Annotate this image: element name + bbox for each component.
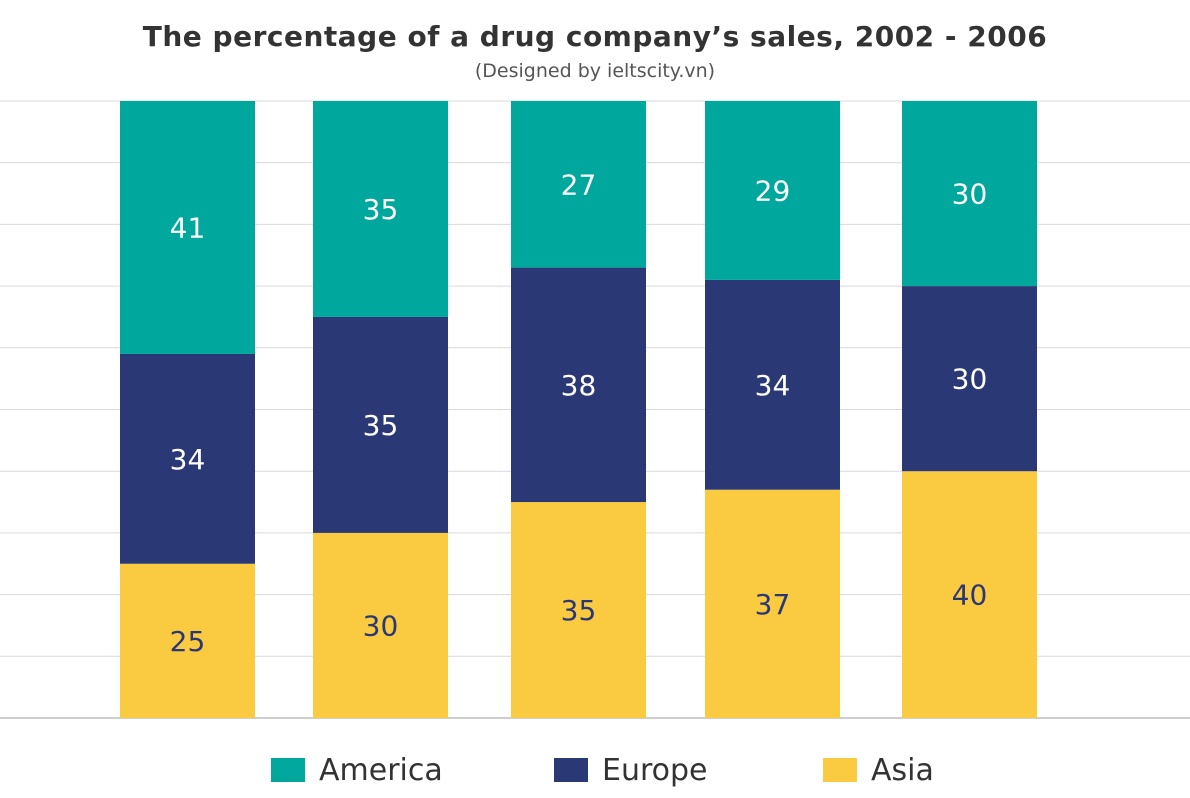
chart-title: The percentage of a drug company’s sales… xyxy=(142,20,1048,53)
data-label: 41 xyxy=(170,211,206,244)
legend-swatch-europe xyxy=(554,758,588,782)
data-label: 35 xyxy=(363,409,399,442)
bar-segment-asia xyxy=(313,532,448,718)
data-label: 40 xyxy=(952,579,988,612)
bar-segment-america xyxy=(902,101,1037,287)
bar-segment-america xyxy=(511,101,646,268)
data-label: 37 xyxy=(755,588,791,621)
data-label: 27 xyxy=(561,168,597,201)
data-label: 34 xyxy=(170,443,206,476)
legend-item-asia: Asia xyxy=(823,748,934,792)
bar-segment-america xyxy=(313,101,448,317)
legend-item-america: America xyxy=(271,748,443,792)
chart-subtitle: (Designed by ieltscity.vn) xyxy=(474,60,716,82)
data-label: 38 xyxy=(561,369,597,402)
bar-segment-europe xyxy=(313,316,448,533)
bar-segment-europe xyxy=(902,286,1037,472)
bar-segment-america xyxy=(705,101,840,280)
data-label: 30 xyxy=(952,363,988,396)
data-label: 30 xyxy=(952,178,988,211)
data-label: 35 xyxy=(363,193,399,226)
data-label: 35 xyxy=(561,594,597,627)
bar-segment-asia xyxy=(705,489,840,718)
legend-swatch-america xyxy=(271,758,305,782)
legend-item-europe: Europe xyxy=(554,748,708,792)
bar-segment-europe xyxy=(120,353,255,564)
bar-segment-asia xyxy=(120,563,255,718)
legend-swatch-asia xyxy=(823,758,857,782)
bar-segments xyxy=(120,101,1037,718)
legend-label-asia: Asia xyxy=(871,752,934,788)
legend: America Europe Asia xyxy=(0,748,1190,792)
legend-label-europe: Europe xyxy=(602,752,708,788)
bar-segment-europe xyxy=(705,279,840,490)
data-label: 29 xyxy=(755,174,791,207)
data-label: 34 xyxy=(755,369,791,402)
data-labels: 25 34 41 30 35 35 35 38 27 37 34 29 40 30 30 xyxy=(170,168,988,658)
bar-segment-asia xyxy=(902,471,1037,718)
bar-segment-america xyxy=(120,101,255,354)
data-label: 30 xyxy=(363,609,399,642)
legend-label-america: America xyxy=(319,752,443,788)
bar-segment-europe xyxy=(511,267,646,503)
bar-segment-asia xyxy=(511,502,646,718)
data-label: 25 xyxy=(170,625,206,658)
